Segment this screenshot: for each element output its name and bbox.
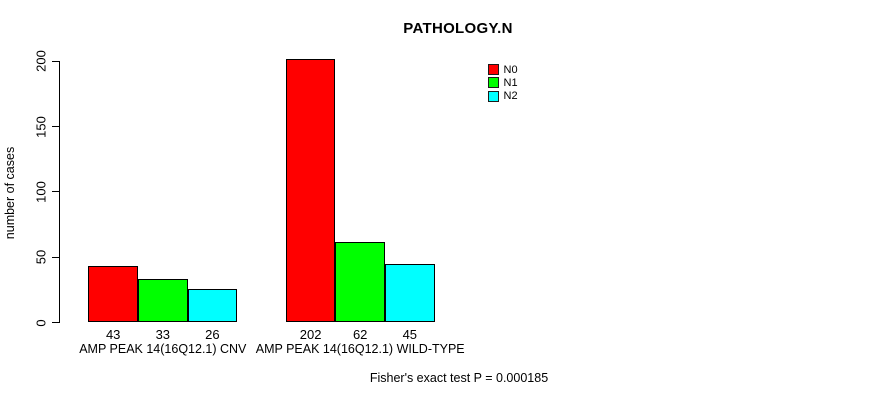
bar-value-label: 33 bbox=[155, 326, 171, 342]
y-axis-line bbox=[58, 61, 60, 324]
y-tick bbox=[51, 60, 59, 62]
bar-value-label: 43 bbox=[105, 326, 121, 342]
y-tick bbox=[51, 126, 59, 128]
bar-value-label: 26 bbox=[205, 326, 220, 342]
chart-title: PATHOLOGY.N bbox=[403, 20, 513, 37]
bar-N1-group2 bbox=[335, 241, 385, 323]
legend-swatch-N1 bbox=[488, 77, 499, 89]
legend-swatch-N0 bbox=[488, 64, 499, 75]
y-tick bbox=[51, 256, 59, 258]
category-label: AMP PEAK 14(16Q12.1) WILD-TYPE bbox=[255, 341, 465, 356]
y-tick-label: 200 bbox=[33, 50, 49, 73]
bar-value-label: 202 bbox=[299, 326, 322, 342]
bar-value-label: 45 bbox=[402, 326, 418, 342]
y-tick-label: 50 bbox=[33, 249, 49, 265]
bar-N0-group2 bbox=[285, 58, 336, 323]
y-tick-label: 100 bbox=[33, 181, 49, 203]
legend-label-N2: N2 bbox=[503, 90, 518, 103]
bar-N2-group1 bbox=[187, 288, 238, 323]
y-axis-label: number of cases bbox=[3, 146, 17, 240]
legend-label-N0: N0 bbox=[503, 63, 518, 76]
annotation-text: Fisher's exact test P = 0.000185 bbox=[369, 371, 549, 385]
legend-swatch-N2 bbox=[488, 90, 499, 102]
bar-value-label: 62 bbox=[352, 326, 368, 342]
bar-N2-group2 bbox=[385, 263, 435, 323]
bar-N1-group1 bbox=[138, 279, 188, 323]
y-tick bbox=[51, 191, 59, 193]
y-tick-label: 0 bbox=[33, 318, 49, 327]
y-tick-label: 150 bbox=[33, 115, 49, 138]
y-tick bbox=[51, 322, 59, 323]
bar-N0-group1 bbox=[88, 266, 138, 323]
category-label: AMP PEAK 14(16Q12.1) CNV bbox=[79, 341, 247, 356]
legend-label-N1: N1 bbox=[503, 76, 518, 89]
